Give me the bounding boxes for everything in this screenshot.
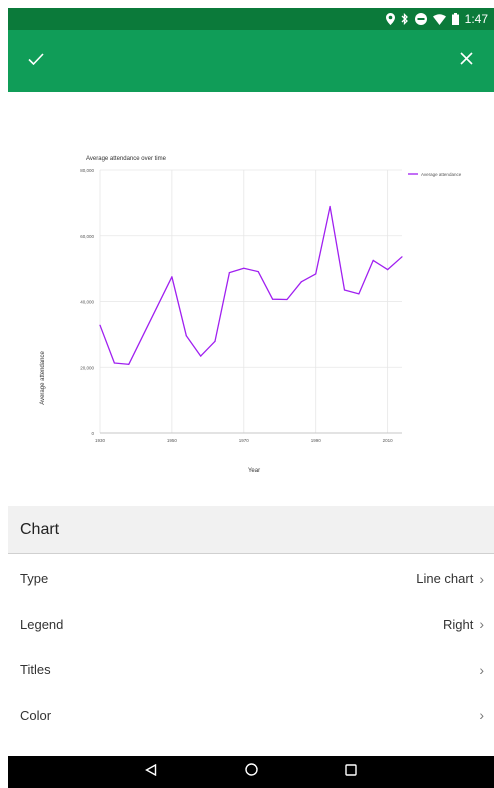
y-tick-label: 40,000 xyxy=(80,300,94,305)
close-button[interactable] xyxy=(450,45,482,77)
confirm-button[interactable] xyxy=(20,45,52,77)
setting-legend[interactable]: Legend Right › xyxy=(8,602,494,648)
back-icon xyxy=(145,763,157,781)
chart-section-header: Chart xyxy=(8,506,494,554)
setting-value-group: Line chart › xyxy=(416,571,484,587)
y-tick-label: 60,000 xyxy=(80,234,94,239)
chevron-right-icon: › xyxy=(479,707,484,724)
chart-title: Average attendance over time xyxy=(86,156,167,162)
setting-value: Line chart xyxy=(416,571,474,587)
x-axis-label: Year xyxy=(248,468,260,474)
setting-label: Color xyxy=(20,707,52,723)
legend-label: Average attendance xyxy=(421,172,462,177)
home-icon xyxy=(244,763,258,781)
data-point xyxy=(358,293,360,295)
data-point xyxy=(200,355,202,357)
y-axis-label: Average attendance xyxy=(40,351,46,405)
data-point xyxy=(372,259,374,262)
data-point xyxy=(171,276,173,278)
x-tick-label: 1950 xyxy=(167,438,178,443)
data-point xyxy=(128,363,130,365)
data-point xyxy=(286,298,288,301)
setting-color[interactable]: Color › xyxy=(8,693,494,739)
data-point xyxy=(113,362,115,364)
recents-button[interactable] xyxy=(301,763,401,781)
data-point xyxy=(329,205,331,208)
y-tick-label: 20,000 xyxy=(80,365,94,370)
check-icon xyxy=(28,52,44,70)
chart-preview: 0 20,000 40,000 60,000 80,000 1930 1950 1970 199… xyxy=(8,92,494,512)
wifi-icon xyxy=(432,13,446,25)
chevron-right-icon: › xyxy=(479,570,484,587)
data-point xyxy=(99,324,101,326)
battery-icon xyxy=(451,13,459,25)
data-point xyxy=(343,289,346,291)
navigation-bar xyxy=(8,756,494,788)
data-point xyxy=(387,269,389,271)
setting-titles[interactable]: Titles › xyxy=(8,647,494,693)
screen: 1:47 0 20,000 40,000 60,000 80,000 1930 1950 19… xyxy=(8,8,494,788)
location-icon xyxy=(385,13,395,25)
recents-icon xyxy=(345,763,357,781)
back-button[interactable] xyxy=(101,763,201,781)
y-tick-label: 0 xyxy=(91,431,94,436)
setting-label: Legend xyxy=(20,616,64,632)
status-time: 1:47 xyxy=(464,12,488,26)
setting-value-group: Right › xyxy=(443,616,484,632)
data-point xyxy=(300,281,302,283)
settings-list: Type Line chart › Legend Right › Titles … xyxy=(8,556,494,738)
setting-label: Titles xyxy=(20,662,51,678)
setting-type[interactable]: Type Line chart › xyxy=(8,556,494,602)
app-bar xyxy=(8,30,494,92)
chevron-right-icon: › xyxy=(479,616,484,633)
y-tick-label: 80,000 xyxy=(80,168,94,173)
x-tick-label: 1970 xyxy=(239,438,250,443)
data-point xyxy=(228,271,231,274)
bluetooth-icon xyxy=(401,13,409,25)
setting-value: Right xyxy=(442,616,474,632)
chevron-right-icon: › xyxy=(479,661,484,678)
section-title: Chart xyxy=(20,520,60,538)
setting-value-group: › xyxy=(473,662,484,678)
x-tick-label: 1930 xyxy=(95,438,106,443)
data-point xyxy=(257,270,259,273)
x-tick-label: 1990 xyxy=(311,438,322,443)
close-icon xyxy=(459,52,473,70)
setting-label: Type xyxy=(20,571,49,587)
x-tick-label: 2010 xyxy=(383,438,394,443)
line-chart: 0 20,000 40,000 60,000 80,000 1930 1950 1970 199… xyxy=(40,156,462,474)
home-button[interactable] xyxy=(201,763,301,781)
setting-value-group: › xyxy=(473,707,484,723)
status-bar: 1:47 xyxy=(8,8,494,30)
data-point xyxy=(401,256,403,258)
data-point xyxy=(214,340,216,342)
data-point xyxy=(243,267,245,269)
do-not-disturb-icon xyxy=(414,13,427,25)
series-line xyxy=(99,205,403,365)
data-point xyxy=(271,298,274,300)
data-point xyxy=(315,273,317,275)
data-point xyxy=(185,335,187,337)
